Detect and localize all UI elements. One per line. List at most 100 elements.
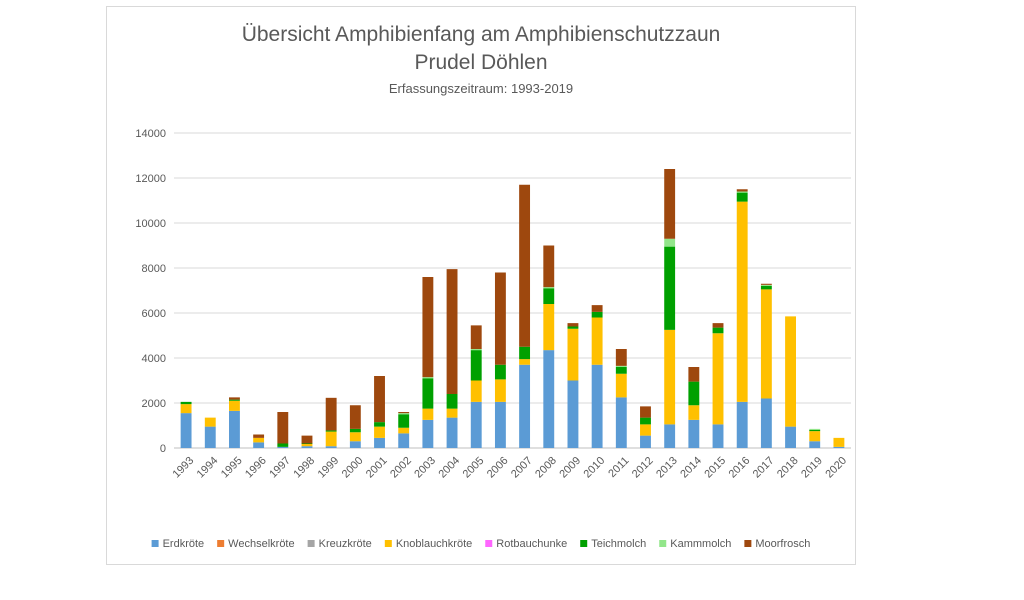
bar-knoblauchkrote-1994	[204, 417, 216, 427]
bar-knoblauchkrote-2004	[446, 408, 458, 418]
bar-erdkrote-2017	[760, 398, 772, 448]
bar-knoblauchkrote-2003	[422, 408, 434, 420]
bar-moorfrosch-1999	[325, 397, 337, 431]
x-axis-ticks: 1993199419951996199719981999200020012002…	[171, 455, 850, 481]
bar-teichmolch-2002	[398, 414, 410, 428]
bar-knoblauchkrote-2005	[470, 380, 482, 402]
bar-kammmolch-2016	[736, 191, 748, 193]
bar-moorfrosch-2016	[736, 189, 748, 192]
bar-erdkrote-1993	[180, 413, 192, 448]
bar-moorfrosch-1997	[277, 412, 289, 444]
bar-erdkrote-2008	[543, 350, 555, 448]
bar-moorfrosch-2000	[349, 405, 361, 429]
legend-swatch	[217, 540, 225, 547]
legend-item-erdkrote: Erdkröte	[151, 538, 205, 550]
legend-label: Knoblauchkröte	[396, 538, 472, 550]
bar-knoblauchkrote-2017	[760, 289, 772, 399]
bar-teichmolch-2019	[809, 430, 821, 432]
bar-knoblauchkrote-2012	[640, 424, 651, 436]
bar-kammmolch-2019	[809, 428, 821, 430]
bar-erdkrote-2019	[809, 441, 821, 448]
gridlines	[174, 132, 851, 449]
legend-swatch	[744, 540, 752, 547]
bar-erdkrote-1995	[229, 410, 240, 448]
x-tick-label: 2007	[509, 455, 535, 481]
bar-knoblauchkrote-2008	[543, 304, 555, 351]
bar-teichmolch-2004	[446, 394, 458, 409]
legend-label: Moorfrosch	[755, 538, 810, 550]
bar-moorfrosch-2004	[446, 269, 458, 394]
x-tick-label: 1996	[243, 455, 269, 481]
y-tick-label: 8000	[142, 263, 166, 275]
chart-title-line-2: Prudel Döhlen	[414, 51, 547, 74]
legend-swatch	[659, 540, 667, 547]
bar-erdkrote-2003	[422, 419, 434, 448]
legend-label: Kammmolch	[670, 538, 731, 550]
y-tick-label: 0	[160, 443, 166, 455]
bar-erdkrote-2009	[567, 380, 579, 448]
x-tick-label: 2017	[751, 455, 777, 481]
x-tick-label: 2011	[606, 455, 631, 480]
bar-teichmolch-1993	[180, 401, 192, 405]
x-tick-label: 2006	[485, 455, 511, 481]
bar-kammmolch-2002	[398, 413, 410, 415]
bar-moorfrosch-2001	[374, 376, 385, 423]
bar-knoblauchkrote-1996	[253, 437, 265, 443]
bar-knoblauchkrote-1993	[180, 404, 192, 414]
bar-teichmolch-1995	[229, 399, 240, 401]
x-tick-label: 2019	[799, 455, 825, 481]
bar-kammmolch-2013	[664, 238, 676, 247]
bar-erdkrote-2020	[833, 446, 845, 448]
legend-item-kammmolch: Kammmolch	[659, 538, 731, 550]
bar-kammmolch-2017	[760, 284, 772, 286]
bar-moorfrosch-2012	[640, 406, 651, 418]
bar-teichmolch-1999	[325, 430, 337, 432]
legend-swatch	[485, 540, 493, 547]
bar-knoblauchkrote-2018	[785, 316, 796, 427]
bar-knoblauchkrote-2014	[688, 405, 700, 420]
bar-erdkrote-1999	[325, 446, 337, 448]
x-tick-label: 1995	[219, 455, 245, 481]
bar-erdkrote-1997	[277, 446, 289, 448]
x-tick-label: 2016	[727, 455, 753, 481]
bar-erdkrote-2004	[446, 417, 458, 448]
x-tick-label: 2013	[654, 455, 680, 481]
x-tick-label: 1994	[195, 455, 221, 481]
bar-knoblauchkrote-2011	[615, 373, 627, 398]
x-tick-label: 2001	[364, 455, 390, 481]
legend-item-teichmolch: Teichmolch	[580, 538, 646, 550]
bar-knoblauchkrote-2013	[664, 329, 676, 425]
x-tick-label: 2015	[702, 455, 728, 481]
bar-erdkrote-2012	[640, 435, 651, 448]
x-tick-label: 1997	[267, 455, 293, 481]
bar-erdkrote-2005	[470, 401, 482, 448]
bar-teichmolch-2003	[422, 378, 434, 409]
x-tick-label: 1999	[316, 455, 342, 481]
bar-teichmolch-2016	[736, 192, 748, 202]
legend-swatch	[307, 540, 315, 547]
x-tick-label: 2020	[823, 455, 849, 481]
legend-label: Erdkröte	[163, 538, 205, 550]
y-axis-ticks: 0 2000 4000 6000 8000 10000 12000 14000	[135, 128, 166, 455]
legend-item-moorfrosch: Moorfrosch	[744, 538, 810, 550]
x-tick-label: 2000	[340, 455, 366, 481]
bar-erdkrote-2000	[349, 441, 361, 448]
x-tick-label: 2005	[461, 455, 487, 481]
legend-swatch	[580, 540, 588, 547]
bar-teichmolch-2007	[519, 346, 531, 360]
bar-knoblauchkrote-2000	[349, 432, 361, 442]
chart-frame: Übersicht Amphibienfang am Amphibienschu…	[106, 6, 856, 565]
legend-label: Rotbauchunke	[496, 538, 567, 550]
bar-erdkrote-2013	[664, 424, 676, 448]
bar-knoblauchkrote-1999	[325, 431, 337, 447]
legend-swatch	[151, 540, 159, 547]
bar-moorfrosch-2005	[470, 325, 482, 349]
legend: Erdkröte Wechselkröte Kreuzkröte Knoblauchk…	[151, 538, 810, 550]
bar-erdkrote-2015	[712, 424, 724, 448]
bar-knoblauchkrote-2007	[519, 359, 531, 365]
chart-title-line-1: Übersicht Amphibienfang am Amphibienschu…	[242, 23, 721, 46]
legend-item-kreuzkrote: Kreuzkröte	[307, 538, 372, 550]
bar-teichmolch-2012	[640, 417, 651, 425]
x-tick-label: 2002	[388, 455, 414, 481]
x-tick-label: 2008	[533, 455, 559, 481]
